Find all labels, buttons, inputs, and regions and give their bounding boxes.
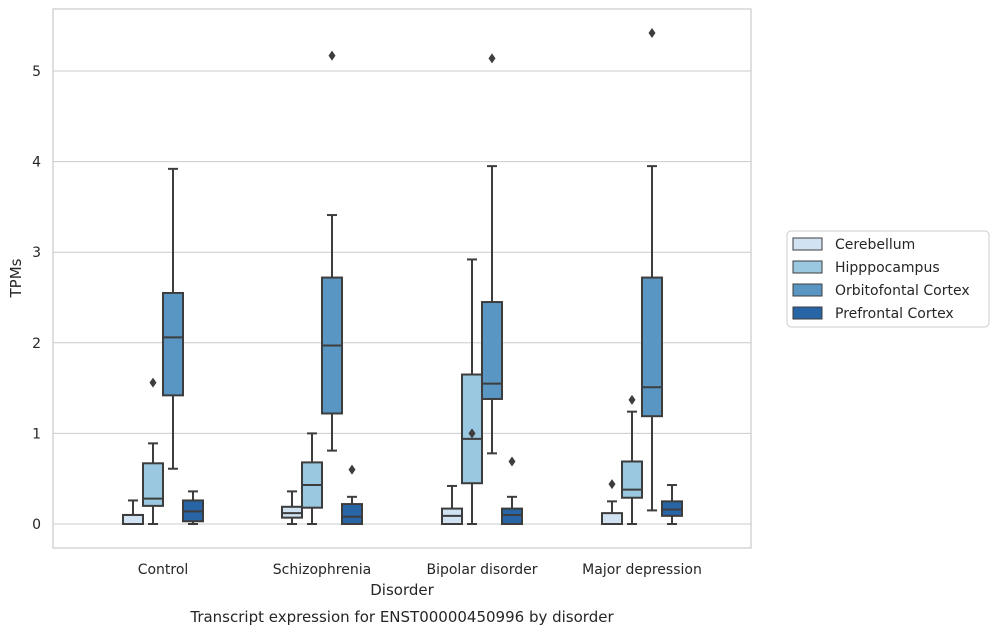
y-axis-label: TPMs [7, 258, 25, 298]
box-2-1 [321, 50, 343, 452]
x-tick-label: Major depression [582, 562, 702, 578]
box-3-0 [182, 490, 204, 525]
y-tick-label: 0 [32, 517, 41, 533]
outlier-marker [488, 53, 496, 64]
x-tick-label: Control [138, 562, 189, 578]
y-tick-label: 5 [32, 64, 41, 80]
box-2-3 [641, 27, 663, 512]
box-0-3 [601, 479, 623, 525]
box-2-2 [481, 53, 503, 455]
box-body [481, 301, 503, 400]
y-tick-label: 3 [32, 245, 41, 261]
outlier-marker [348, 464, 356, 475]
legend-swatch [792, 260, 823, 274]
chart-caption: Transcript expression for ENST0000045099… [189, 608, 614, 626]
box-3-2 [501, 456, 523, 525]
legend: Cerebellum Hipppocampus Orbitofontal Corte… [786, 230, 990, 328]
box-body [501, 507, 523, 525]
box-1-1 [301, 432, 323, 525]
outlier-marker [508, 456, 516, 467]
legend-swatch [792, 237, 823, 251]
legend-swatch [792, 283, 823, 297]
box-body [621, 460, 643, 499]
y-tick-label: 4 [32, 155, 41, 171]
x-tick-label: Schizophrenia [273, 562, 371, 578]
outlier-marker [648, 27, 656, 38]
box-1-2 [461, 258, 483, 525]
legend-frame [786, 230, 990, 328]
box-body [641, 276, 663, 418]
legend-label: Orbitofontal Cortex [835, 283, 970, 299]
box-body [122, 513, 144, 526]
outlier-marker [468, 428, 476, 439]
box-body [341, 503, 363, 525]
box-body [162, 291, 184, 397]
box-0-0 [122, 499, 144, 526]
x-tick-labels: Control Schizophrenia Bipolar disorder Majo… [138, 562, 702, 578]
box-body [142, 462, 164, 507]
box-0-2 [441, 484, 463, 525]
box-3-1 [341, 464, 363, 525]
x-axis-label: Disorder [370, 581, 434, 599]
legend-swatch [792, 306, 823, 320]
box-0-1 [281, 490, 303, 525]
box-1-0 [142, 377, 164, 525]
outlier-marker [149, 377, 157, 388]
y-tick-labels: 0 1 2 3 4 5 [32, 64, 41, 533]
x-tick-label: Bipolar disorder [426, 562, 537, 578]
box-2-0 [162, 167, 184, 470]
legend-label: Cerebellum [835, 237, 915, 253]
legend-label: Hipppocampus [835, 260, 940, 276]
y-tick-label: 2 [32, 336, 41, 352]
outlier-marker [328, 50, 336, 61]
plot-frame [52, 8, 752, 549]
box-groups [122, 27, 683, 526]
outlier-marker [628, 394, 636, 405]
box-body [601, 512, 623, 525]
outlier-marker [608, 479, 616, 490]
box-1-3 [621, 394, 643, 525]
box-3-3 [661, 484, 683, 525]
y-tick-label: 1 [32, 426, 41, 442]
legend-label: Prefrontal Cortex [835, 306, 954, 322]
